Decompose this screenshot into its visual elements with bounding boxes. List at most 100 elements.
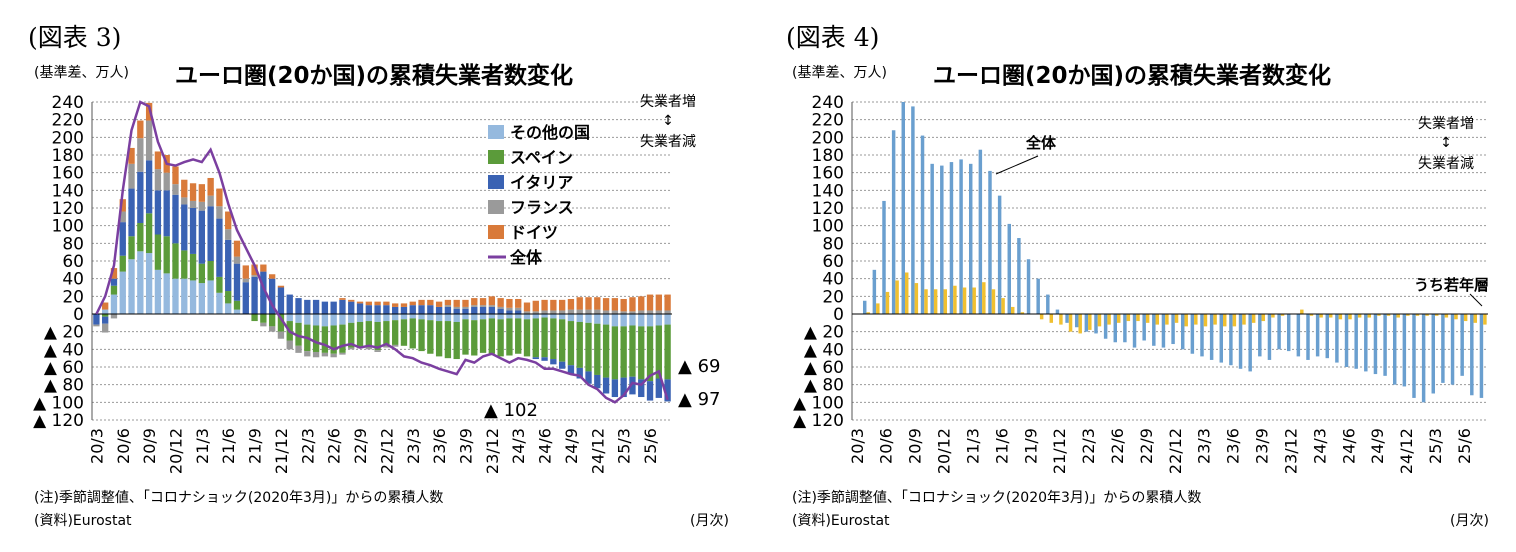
bar-segment bbox=[242, 278, 249, 283]
bar-segment bbox=[145, 253, 153, 314]
bar bbox=[1261, 314, 1266, 322]
chart-source: (資料)Eurostat bbox=[34, 513, 132, 529]
bar-segment bbox=[409, 318, 416, 349]
bar-segment bbox=[576, 309, 583, 314]
annotation-label: ▲ 102 bbox=[484, 400, 538, 421]
annotation-leader bbox=[995, 155, 1039, 175]
bar-segment bbox=[339, 314, 346, 325]
bar-segment bbox=[576, 321, 583, 368]
unit-label: (基準差、万人) bbox=[792, 65, 887, 81]
x-tick-label: 22/3 bbox=[298, 428, 317, 464]
bar bbox=[930, 163, 934, 314]
legend-swatch bbox=[488, 225, 504, 239]
y-tick-label: 140 bbox=[812, 181, 844, 201]
bar bbox=[1325, 314, 1329, 359]
bar-segment bbox=[312, 325, 320, 352]
legend-swatch bbox=[488, 175, 504, 189]
bar bbox=[1421, 314, 1426, 403]
bar-segment bbox=[321, 301, 329, 314]
bar-segment bbox=[462, 299, 469, 307]
bar-segment bbox=[655, 378, 662, 398]
bar bbox=[991, 289, 996, 314]
bar-segment bbox=[251, 264, 258, 276]
bar-segment bbox=[163, 236, 170, 274]
bar-segment bbox=[629, 325, 636, 377]
bar bbox=[1357, 314, 1362, 318]
y-tick-label: 200 bbox=[812, 128, 844, 148]
bar-segment bbox=[225, 239, 232, 292]
bar-segment bbox=[611, 379, 619, 398]
bar-segment bbox=[629, 297, 636, 312]
bar-segment bbox=[497, 306, 504, 309]
bar-segment bbox=[172, 243, 179, 279]
direction-label-up: 失業者増 bbox=[640, 94, 696, 110]
bar-segment bbox=[233, 263, 241, 301]
bar-segment bbox=[216, 292, 223, 314]
bar bbox=[1113, 314, 1117, 343]
bar-segment bbox=[110, 285, 118, 295]
bar-segment bbox=[268, 274, 276, 279]
bar-segment bbox=[137, 251, 144, 314]
bar-segment bbox=[602, 298, 610, 311]
x-tick-label: 21/12 bbox=[272, 428, 291, 474]
bar-segment bbox=[558, 361, 566, 369]
bar-segment bbox=[102, 316, 109, 324]
bar bbox=[1286, 314, 1291, 352]
bar-segment bbox=[268, 326, 276, 332]
bar-segment bbox=[207, 195, 214, 207]
x-tick-label: 21/3 bbox=[193, 428, 212, 464]
bar-segment bbox=[602, 310, 610, 314]
bar-segment bbox=[392, 344, 399, 347]
bar bbox=[1223, 314, 1227, 327]
bar-segment bbox=[392, 320, 399, 345]
bar bbox=[1454, 314, 1458, 320]
bar-segment bbox=[646, 381, 654, 401]
x-tick-label: 21/6 bbox=[219, 428, 238, 464]
y-tick-label: 220 bbox=[52, 111, 84, 131]
y-tick-label: ▲ 60 bbox=[44, 358, 84, 378]
bar bbox=[895, 280, 899, 314]
y-tick-label: 20 bbox=[62, 287, 84, 307]
bar bbox=[1406, 314, 1410, 316]
total-line bbox=[95, 100, 669, 404]
y-tick-label: 220 bbox=[812, 111, 844, 131]
figure-4-panel: (図表 4) (基準差、万人) ユーロ圏(20か国)の累積失業者数変化 240 2… bbox=[758, 0, 1516, 552]
bar-segment bbox=[242, 265, 249, 279]
bar bbox=[1107, 314, 1111, 325]
bar-segment bbox=[585, 297, 592, 310]
bar-segment bbox=[471, 305, 478, 307]
bar bbox=[1126, 314, 1131, 322]
bar-segment bbox=[374, 301, 381, 306]
bar bbox=[1136, 314, 1140, 322]
chart-title: ユーロ圏(20か国)の累積失業者数変化 bbox=[175, 63, 574, 89]
x-tick-label: 21/9 bbox=[1021, 428, 1040, 464]
bar bbox=[924, 289, 928, 314]
bar-segment bbox=[163, 273, 170, 314]
bar-segment bbox=[435, 314, 443, 322]
bar bbox=[1123, 314, 1127, 343]
bar bbox=[1017, 238, 1021, 314]
direction-label-down: 失業者減 bbox=[640, 133, 696, 150]
bar-segment bbox=[330, 353, 337, 358]
bar-segment bbox=[93, 314, 100, 325]
bar-segment bbox=[664, 310, 671, 314]
bar-segment bbox=[620, 377, 627, 398]
bar-segment bbox=[444, 314, 452, 322]
bar-segment bbox=[110, 278, 118, 286]
x-tick-label: 25/6 bbox=[641, 428, 660, 464]
bar-segment bbox=[629, 311, 636, 314]
bar-segment bbox=[558, 319, 566, 362]
bar bbox=[953, 285, 957, 314]
bar bbox=[911, 106, 915, 315]
bar-segment bbox=[154, 269, 162, 314]
annotation-label: うち若年層 bbox=[1414, 276, 1489, 294]
bar-segment bbox=[225, 229, 232, 240]
bar bbox=[1174, 314, 1179, 323]
bar-segment bbox=[260, 322, 267, 327]
bar bbox=[1209, 314, 1214, 360]
bar bbox=[1219, 314, 1223, 363]
bar-segment bbox=[207, 261, 214, 281]
bar-segment bbox=[154, 190, 162, 235]
x-tick-label: 24/3 bbox=[1310, 428, 1329, 464]
x-tick-label: 20/3 bbox=[848, 428, 867, 464]
